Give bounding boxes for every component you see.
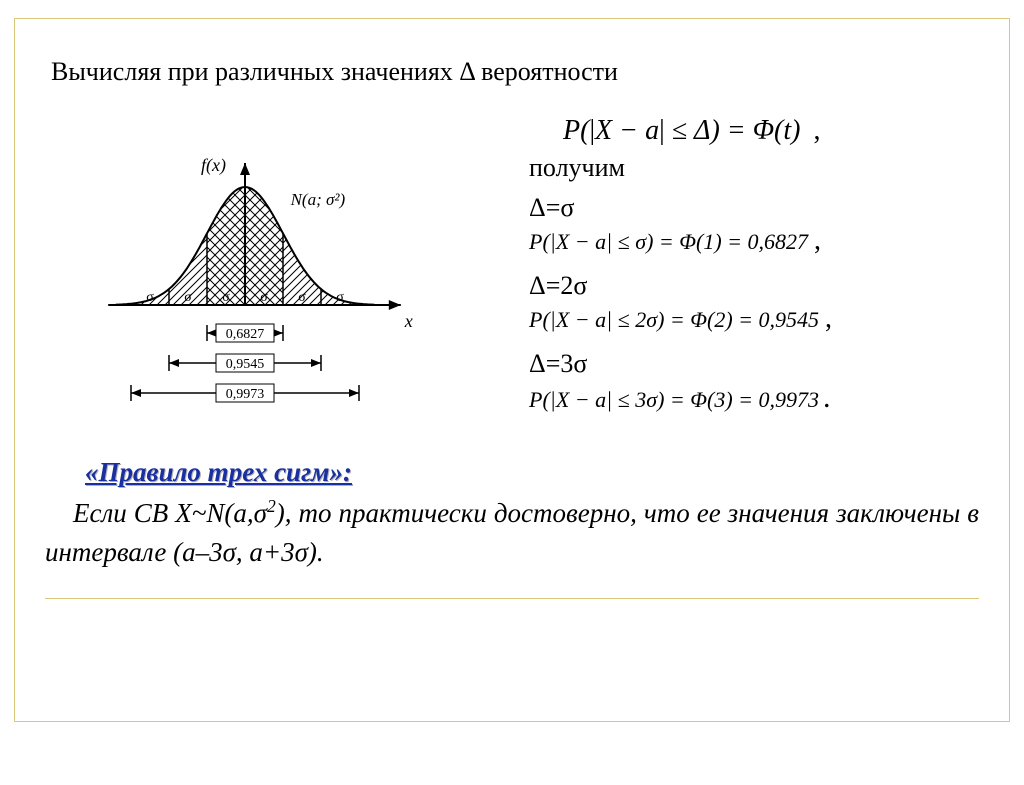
y-axis-label: f(x) (201, 155, 226, 176)
top-equation-row: P(|X − a| ≤ Δ) = Φ(t) , (563, 115, 820, 147)
rule-body: Если СВ X~N(a,σ2), то практически достов… (45, 494, 979, 572)
svg-text:σ: σ (336, 290, 344, 305)
case-1-prob: P(|X − a| ≤ σ) = Φ(1) = 0,6827, (529, 225, 979, 257)
dist-label: N(a; σ²) (290, 190, 346, 209)
top-eq-comma: , (813, 115, 820, 146)
case-3-prob: P(|X − a| ≤ 3σ) = Φ(3) = 0,9973. (529, 381, 979, 415)
svg-text:σ: σ (260, 290, 268, 305)
svg-text:σ: σ (146, 290, 154, 305)
case-2: Δ=2σ P(|X − a| ≤ 2σ) = Φ(2) = 0,9545, (529, 271, 979, 335)
case-2-delta: Δ=2σ (529, 271, 979, 301)
diagram-column: x f(x) N(a; σ²) σ σ σ σ σ σ 0,6827 0,9545 0,997… (45, 145, 445, 435)
case-2-prob: P(|X − a| ≤ 2σ) = Φ(2) = 0,9545, (529, 303, 979, 335)
case-1: Δ=σ P(|X − a| ≤ σ) = Φ(1) = 0,6827, (529, 193, 979, 257)
svg-text:σ: σ (222, 290, 230, 305)
equations-column: получим Δ=σ P(|X − a| ≤ σ) = Φ(1) = 0,68… (445, 145, 979, 429)
x-axis-label: x (404, 311, 413, 331)
svg-text:σ: σ (184, 290, 192, 305)
svg-text:0,9973: 0,9973 (226, 387, 265, 402)
svg-text:0,9545: 0,9545 (226, 357, 265, 372)
svg-text:σ: σ (298, 290, 306, 305)
bottom-rule (45, 598, 979, 599)
content-row: x f(x) N(a; σ²) σ σ σ σ σ σ 0,6827 0,9545 0,997… (45, 145, 979, 435)
rule-title: «Правило трех сигм»: (85, 457, 352, 488)
slide-frame: Вычисляя при различных значениях Δ вероя… (14, 18, 1010, 722)
intro-text: Вычисляя при различных значениях Δ вероя… (51, 57, 979, 87)
case-1-delta: Δ=σ (529, 193, 979, 223)
result-word: получим (529, 153, 979, 183)
case-3: Δ=3σ P(|X − a| ≤ 3σ) = Φ(3) = 0,9973. (529, 349, 979, 415)
normal-distribution-diagram: x f(x) N(a; σ²) σ σ σ σ σ σ 0,6827 0,9545 0,997… (45, 145, 445, 435)
top-equation: P(|X − a| ≤ Δ) = Φ(t) (563, 115, 807, 146)
rule-block: «Правило трех сигм»: Если СВ X~N(a,σ2), … (45, 457, 979, 572)
case-3-delta: Δ=3σ (529, 349, 979, 379)
svg-text:0,6827: 0,6827 (226, 327, 265, 342)
